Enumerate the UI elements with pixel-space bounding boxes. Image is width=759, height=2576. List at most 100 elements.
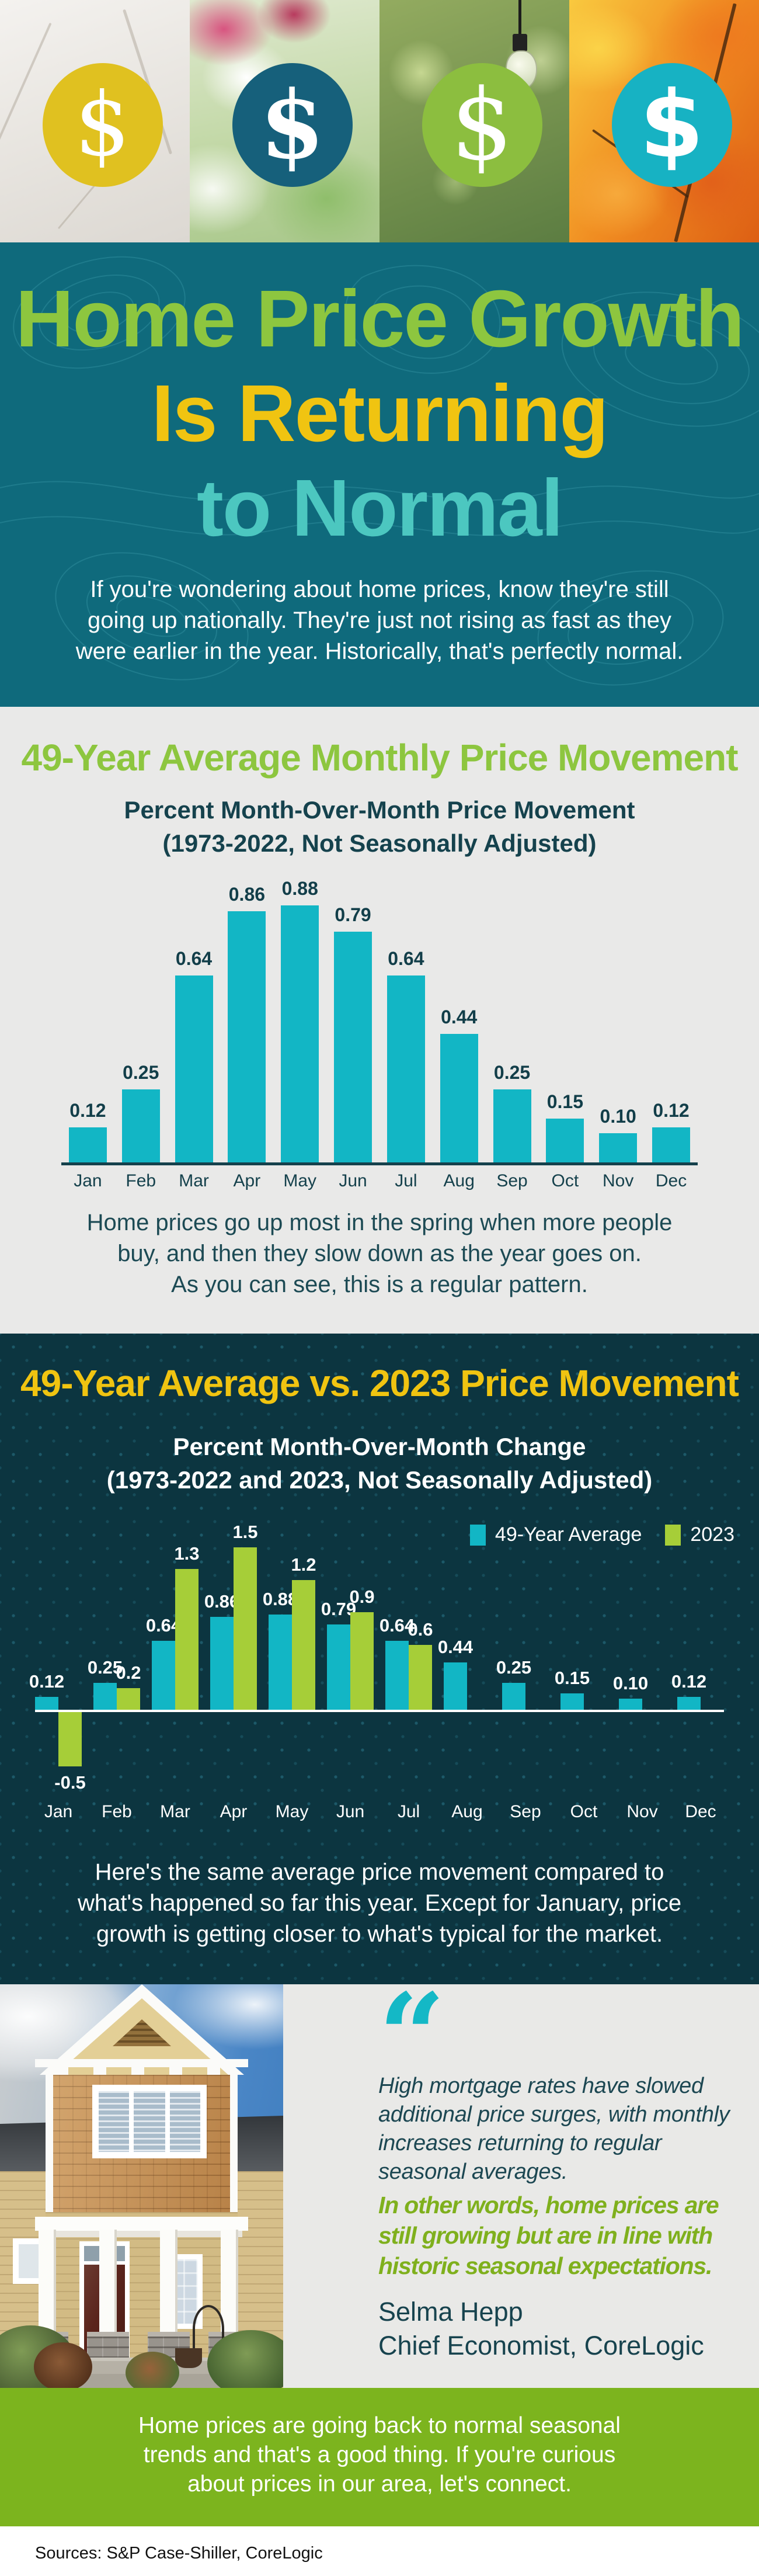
- chart1-bar-Feb: 0.25: [121, 1062, 160, 1162]
- chart2-bar-49-year-average-May: [269, 1615, 292, 1710]
- chart2-category-labels: Jan Feb Mar Apr May Jun Jul Aug Sep Oct Nov Dec: [35, 1802, 724, 1822]
- quote-mark-icon: “: [378, 1968, 446, 2105]
- chart1-cat-label-Dec: Dec: [655, 1171, 687, 1190]
- chart1-value-label-Dec: 0.12: [653, 1100, 690, 1121]
- chart2-bar-49-year-average-Jun: [327, 1624, 350, 1710]
- chart2-baseline: [35, 1710, 724, 1712]
- chart1-column-Apr: 0.86: [220, 884, 273, 1162]
- porch-column: [99, 2230, 117, 2335]
- chart1-column-Dec: 0.12: [645, 898, 698, 1162]
- chart2-bar-49-year-average-Sep: [502, 1683, 525, 1710]
- intro-line: were earlier in the year. Historically, …: [75, 638, 684, 664]
- light-cord: [518, 0, 521, 36]
- quote-emphasis-text: In other words, home prices are still gr…: [378, 2190, 719, 2281]
- caption-line: what's happened so far this year. Except…: [77, 1890, 682, 1916]
- quote-emphasis-line: In other words, home prices are: [378, 2192, 719, 2219]
- chart1-value-label-Jul: 0.64: [388, 948, 424, 969]
- chart1-bar-Oct: 0.15: [546, 1091, 584, 1162]
- chart2-group-Feb: 0.25 0.2: [88, 1544, 141, 1769]
- attribution-title: Chief Economist, CoreLogic: [378, 2331, 704, 2360]
- legend-swatch-49yr-average: [469, 1524, 486, 1546]
- chart2-cat-label-Jul: Jul: [397, 1802, 420, 1821]
- chart1-value-label-Mar: 0.64: [175, 948, 213, 969]
- house-trim-band: [35, 2059, 248, 2067]
- chart1-column-Aug: 0.44: [433, 898, 486, 1162]
- chart2-bar-2023-Mar: [175, 1569, 199, 1710]
- chart2-bar-49-year-average-Aug: [444, 1662, 467, 1710]
- chart1-value-label-Jan: 0.12: [69, 1100, 106, 1121]
- porch-beam-shadow: [41, 2231, 242, 2237]
- chart1-cat-label-Apr: Apr: [233, 1171, 261, 1190]
- chart2-bar-49-year-average-Oct: [560, 1693, 584, 1710]
- house-bracket: [55, 2067, 68, 2077]
- title-line-2: Is Returning: [151, 369, 608, 459]
- intro-line: going up nationally. They're just not ri…: [87, 607, 672, 633]
- title-line-3: to Normal: [196, 463, 563, 553]
- chart2-cat-label-May: May: [275, 1802, 309, 1821]
- chart2-value-label-2023-Apr: 1.5: [232, 1522, 258, 1542]
- chart1-value-label-Jun: 0.79: [335, 904, 371, 925]
- footer: Sources: S&P Case-Shiller, CoreLogic: [0, 2526, 759, 2576]
- chart1-bar-May: 0.88: [281, 878, 319, 1162]
- chart2-value-label-49-year-average-Feb: 0.25: [87, 1657, 123, 1678]
- porch-column: [160, 2230, 177, 2335]
- cta-line: about prices in our area, let's connect.: [187, 2471, 572, 2497]
- caption-line: Home prices go up most in the spring whe…: [86, 1210, 673, 1235]
- chart1-column-Oct: 0.15: [538, 898, 591, 1162]
- chart1-subtitle-line2: (1973-2022, Not Seasonally Adjusted): [162, 829, 597, 857]
- topographic-pattern: [0, 256, 759, 686]
- chart2-bar-2023-Jul: [409, 1645, 432, 1710]
- legend-item-49yr-average: 49-Year Average: [469, 1523, 642, 1546]
- chart1-cat-label-Nov: Nov: [603, 1171, 634, 1190]
- chart2-group-May: 0.88 1.2: [263, 1544, 316, 1769]
- attribution-name: Selma Hepp: [378, 2297, 523, 2327]
- chart1-cat-label-Jul: Jul: [395, 1171, 417, 1190]
- winter-branches-photo: $: [0, 0, 190, 242]
- chart1-bar-Jul: 0.64: [387, 948, 425, 1162]
- intro-line: If you're wondering about home prices, k…: [90, 577, 669, 602]
- hero-title-section: Home Price Growth Is Returning to Normal…: [0, 242, 759, 707]
- chart1-value-label-May: 0.88: [281, 878, 318, 899]
- chart2-bar-49-year-average-Apr: [210, 1617, 234, 1710]
- chart2-bar-2023-Apr: [234, 1547, 257, 1710]
- chart1-subtitle-line1: Percent Month-Over-Month Price Movement: [124, 796, 635, 824]
- chart2-group-Aug: 0.44: [438, 1544, 490, 1769]
- chart2-value-label-49-year-average-Sep: 0.25: [496, 1657, 532, 1678]
- chart2-value-label-49-year-average-Jan: 0.12: [29, 1671, 65, 1692]
- chart2-bar-2023-May: [292, 1580, 315, 1710]
- chart2-bar-2023-Feb: [117, 1688, 140, 1710]
- chart1-value-label-Feb: 0.25: [123, 1062, 159, 1083]
- chart1-cat-label-Jan: Jan: [74, 1171, 102, 1190]
- chart2-title: 49-Year Average vs. 2023 Price Movement: [20, 1362, 739, 1404]
- chart1-cat-label-Mar: Mar: [179, 1171, 209, 1190]
- chart1-section: 49-Year Average Monthly Price Movement P…: [0, 707, 759, 1334]
- dollar-icon: $: [74, 74, 131, 176]
- porch-planter: [175, 2348, 202, 2368]
- house-photo: [0, 1984, 283, 2388]
- quote-text: High mortgage rates have slowed addition…: [378, 2072, 730, 2186]
- porch-column: [221, 2230, 238, 2335]
- chart2-group-Apr: 0.86 1.5: [204, 1522, 258, 1769]
- cta-line: trends and that's a good thing. If you'r…: [143, 2442, 616, 2467]
- bush: [207, 2330, 283, 2388]
- intro-paragraph: If you're wondering about home prices, k…: [0, 574, 759, 667]
- chart2-group-Nov: 0.10: [613, 1544, 666, 1769]
- chart1-column-Sep: 0.25: [486, 898, 539, 1162]
- chart1-cat-label-Aug: Aug: [443, 1171, 475, 1190]
- dollar-circle-summer: $: [422, 63, 542, 187]
- chart2-cat-label-Dec: Dec: [685, 1802, 716, 1821]
- porch-chair: [193, 2305, 224, 2353]
- chart1-bar-Dec: 0.12: [652, 1100, 691, 1162]
- chart2-plot: 0.12 -0.5 0.25 0.2 0.64 1.3 0.86 1.5 0.88 1.2 0.79…: [29, 1522, 724, 1793]
- chart2-value-label-2023-Mar: 1.3: [174, 1543, 200, 1564]
- chart1-column-Jan: 0.12: [61, 898, 114, 1162]
- chart1-plot: 0.12 0.25 0.64 0.86 0.88 0.79 0.64 0.44 0.25 0.15…: [61, 878, 698, 1162]
- spring-flowers-photo: $: [190, 0, 379, 242]
- quote-line: additional price surges, with monthly: [378, 2102, 730, 2127]
- chart2-bar-49-year-average-Nov: [619, 1699, 642, 1710]
- chart2-subtitle-line1: Percent Month-Over-Month Change: [173, 1433, 586, 1460]
- chart2-cat-label-Nov: Nov: [626, 1802, 658, 1821]
- chart2-cat-label-Aug: Aug: [451, 1802, 483, 1821]
- chart1-value-label-Aug: 0.44: [441, 1006, 478, 1027]
- chart1-cat-label-Oct: Oct: [551, 1171, 579, 1190]
